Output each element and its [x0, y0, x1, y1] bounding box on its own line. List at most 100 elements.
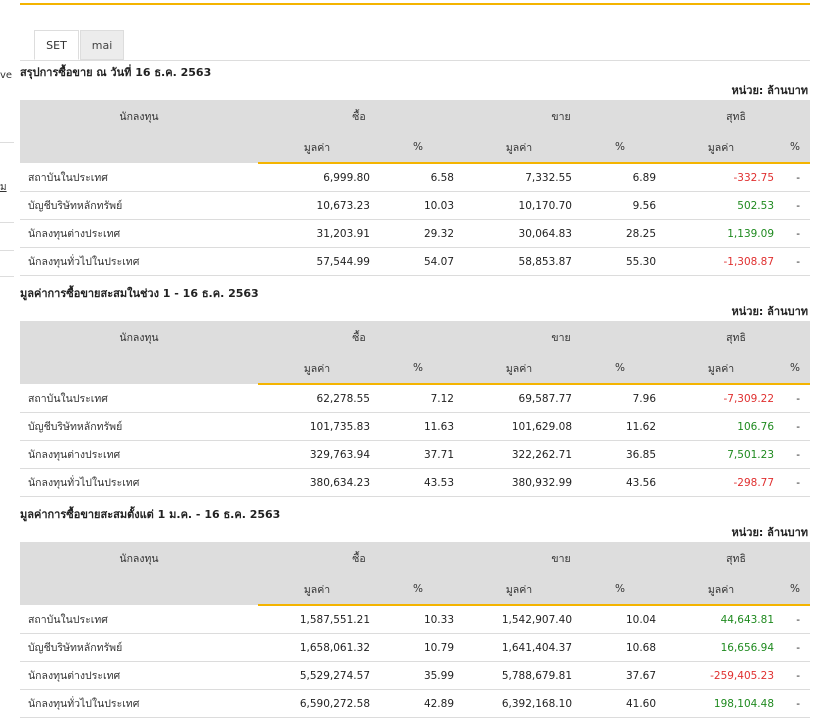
- net-percent-header: %: [780, 132, 811, 164]
- section-title: มูลค่าการซื้อขายสะสมตั้งแต่ 1 ม.ค. - 16 …: [20, 508, 281, 521]
- net-header: สุทธิ: [662, 100, 811, 132]
- buy-percent: 10.03: [376, 191, 460, 220]
- net-percent: -: [780, 605, 811, 634]
- left-edge-divider: [0, 142, 14, 143]
- investor-header: นักลงทุน: [20, 100, 258, 132]
- investor-name: บัญชีบริษัทหลักทรัพย์: [20, 191, 258, 220]
- net-value: -332.75: [662, 163, 781, 192]
- buy-header: ซื้อ: [258, 100, 460, 132]
- buy-value-header: มูลค่า: [258, 132, 376, 164]
- net-value: -1,308.87: [662, 247, 781, 276]
- investor-name: สถาบันในประเทศ: [20, 605, 258, 634]
- blank-header-cell: [20, 132, 258, 163]
- net-value: 16,656.94: [662, 633, 781, 662]
- net-value: 198,104.48: [662, 689, 781, 718]
- sell-percent: 6.89: [578, 163, 663, 192]
- net-percent: -: [780, 661, 811, 690]
- left-edge-divider: [0, 222, 14, 223]
- buy-percent: 6.58: [376, 163, 460, 192]
- left-edge-divider: [0, 276, 14, 277]
- net-percent: -: [780, 412, 811, 441]
- sell-percent: 28.25: [578, 219, 663, 248]
- year-to-date-section: มูลค่าการซื้อขายสะสมตั้งแต่ 1 ม.ค. - 16 …: [20, 506, 811, 718]
- sell-percent: 11.62: [578, 412, 663, 441]
- net-value-header: มูลค่า: [662, 353, 781, 385]
- buy-value: 1,587,551.21: [258, 605, 376, 634]
- net-value: 502.53: [662, 191, 781, 220]
- buy-percent: 10.33: [376, 605, 460, 634]
- investor-header: นักลงทุน: [20, 321, 258, 353]
- unit-label: หน่วย: ล้านบาท: [731, 84, 808, 97]
- buy-header: ซื้อ: [258, 542, 460, 574]
- sell-header: ขาย: [460, 100, 663, 132]
- sell-value: 380,932.99: [460, 468, 578, 497]
- net-value-header: มูลค่า: [662, 574, 781, 606]
- investor-name: นักลงทุนทั่วไปในประเทศ: [20, 247, 258, 276]
- section-title: สรุปการซื้อขาย ณ วันที่ 16 ธ.ค. 2563: [20, 66, 212, 79]
- net-header: สุทธิ: [662, 542, 811, 574]
- buy-percent: 37.71: [376, 440, 460, 469]
- tab-set[interactable]: SET: [34, 30, 79, 60]
- buy-percent: 7.12: [376, 384, 460, 413]
- sell-value: 10,170.70: [460, 191, 578, 220]
- buy-percent-header: %: [376, 574, 460, 606]
- sell-percent: 7.96: [578, 384, 663, 413]
- investor-name: นักลงทุนต่างประเทศ: [20, 440, 258, 469]
- net-value: 7,501.23: [662, 440, 781, 469]
- sell-percent: 10.04: [578, 605, 663, 634]
- table-row: นักลงทุนต่างประเทศ 31,203.91 29.32 30,06…: [20, 219, 811, 248]
- investor-trading-table: นักลงทุน ซื้อ ขาย สุทธิ มูลค่า % มูลค่า …: [20, 100, 811, 276]
- buy-value: 380,634.23: [258, 468, 376, 497]
- net-percent: -: [780, 163, 811, 192]
- table-row: สถาบันในประเทศ 1,587,551.21 10.33 1,542,…: [20, 605, 811, 634]
- section-title: มูลค่าการซื้อขายสะสมในช่วง 1 - 16 ธ.ค. 2…: [20, 287, 259, 300]
- investor-trading-table: นักลงทุน ซื้อ ขาย สุทธิ มูลค่า % มูลค่า …: [20, 542, 811, 718]
- investor-name: สถาบันในประเทศ: [20, 384, 258, 413]
- sell-value-header: มูลค่า: [460, 353, 578, 385]
- left-edge-link[interactable]: ม: [0, 182, 7, 193]
- investor-trading-table: นักลงทุน ซื้อ ขาย สุทธิ มูลค่า % มูลค่า …: [20, 321, 811, 497]
- net-value: -298.77: [662, 468, 781, 497]
- unit-label: หน่วย: ล้านบาท: [731, 305, 808, 318]
- sell-value: 322,262.71: [460, 440, 578, 469]
- net-percent: -: [780, 384, 811, 413]
- table-row: นักลงทุนต่างประเทศ 329,763.94 37.71 322,…: [20, 440, 811, 469]
- table-row: นักลงทุนทั่วไปในประเทศ 380,634.23 43.53 …: [20, 468, 811, 497]
- buy-percent-header: %: [376, 353, 460, 385]
- sell-value: 58,853.87: [460, 247, 578, 276]
- sell-value-header: มูลค่า: [460, 132, 578, 164]
- table-row: นักลงทุนทั่วไปในประเทศ 57,544.99 54.07 5…: [20, 247, 811, 276]
- buy-value: 6,590,272.58: [258, 689, 376, 718]
- sell-percent: 10.68: [578, 633, 663, 662]
- net-percent: -: [780, 633, 811, 662]
- sell-percent-header: %: [578, 132, 663, 164]
- net-percent: -: [780, 468, 811, 497]
- buy-percent: 29.32: [376, 219, 460, 248]
- sell-header: ขาย: [460, 321, 663, 353]
- investor-name: สถาบันในประเทศ: [20, 163, 258, 192]
- net-value-header: มูลค่า: [662, 132, 781, 164]
- net-percent: -: [780, 689, 811, 718]
- sell-value: 6,392,168.10: [460, 689, 578, 718]
- sell-value: 1,641,404.37: [460, 633, 578, 662]
- table-row: นักลงทุนต่างประเทศ 5,529,274.57 35.99 5,…: [20, 661, 811, 690]
- net-value: 106.76: [662, 412, 781, 441]
- buy-header: ซื้อ: [258, 321, 460, 353]
- sell-value: 101,629.08: [460, 412, 578, 441]
- sell-percent: 36.85: [578, 440, 663, 469]
- sell-percent: 43.56: [578, 468, 663, 497]
- sell-value: 1,542,907.40: [460, 605, 578, 634]
- sell-percent: 37.67: [578, 661, 663, 690]
- table-row: บัญชีบริษัทหลักทรัพย์ 1,658,061.32 10.79…: [20, 633, 811, 662]
- tab-mai[interactable]: mai: [80, 30, 124, 60]
- investor-name: นักลงทุนต่างประเทศ: [20, 661, 258, 690]
- net-percent: -: [780, 247, 811, 276]
- investor-name: นักลงทุนทั่วไปในประเทศ: [20, 689, 258, 718]
- net-value: 1,139.09: [662, 219, 781, 248]
- investor-name: นักลงทุนต่างประเทศ: [20, 219, 258, 248]
- investor-name: บัญชีบริษัทหลักทรัพย์: [20, 633, 258, 662]
- buy-percent: 43.53: [376, 468, 460, 497]
- net-percent-header: %: [780, 574, 811, 606]
- buy-value: 62,278.55: [258, 384, 376, 413]
- buy-value: 1,658,061.32: [258, 633, 376, 662]
